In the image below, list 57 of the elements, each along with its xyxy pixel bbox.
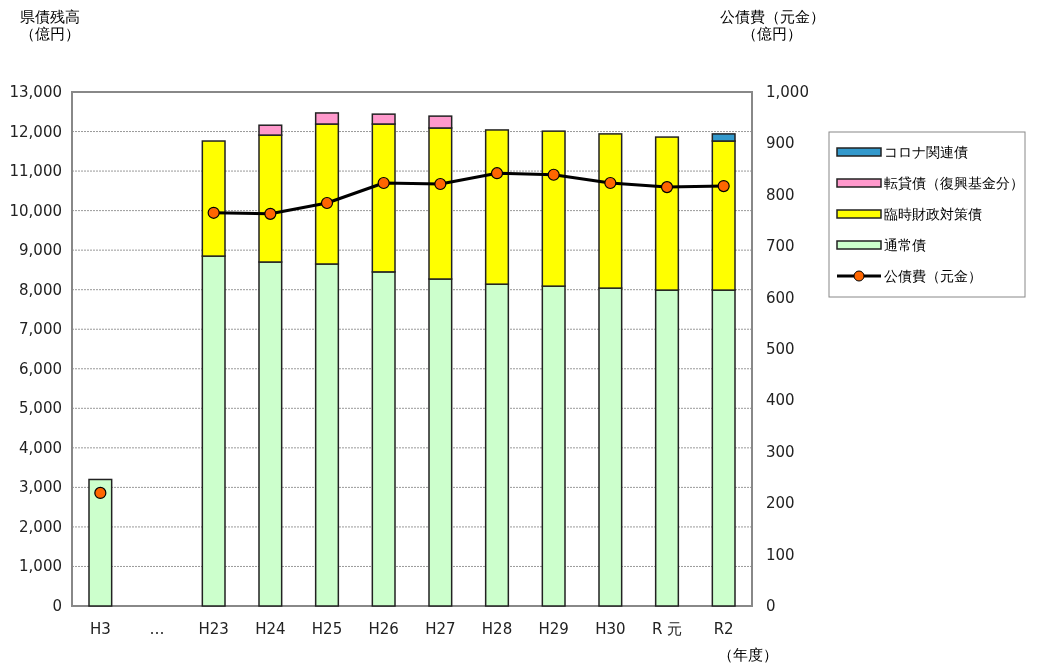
y2-tick-label: 0 xyxy=(766,597,776,615)
y2-tick-label: 600 xyxy=(766,288,795,307)
y2-tick-label: 1,000 xyxy=(766,83,809,101)
y2-axis-title: 公債費（元金）（億円） xyxy=(719,8,825,43)
point xyxy=(490,167,504,180)
x-axis-title: （年度） xyxy=(718,646,778,664)
legend-label: 通常債 xyxy=(884,237,926,253)
point xyxy=(434,177,447,191)
y-tick-label: 1,000 xyxy=(19,557,62,576)
x-tick-label: H25 xyxy=(311,620,343,638)
x-tick-label: H29 xyxy=(538,620,569,638)
y2-tick-label: 900 xyxy=(766,134,795,153)
y-tick-label: 0 xyxy=(52,597,62,615)
y2-tick-label: 300 xyxy=(766,442,795,461)
x-tick-label: H3 xyxy=(89,620,111,638)
y-tick-label: 5,000 xyxy=(19,399,62,418)
point xyxy=(604,176,617,190)
y-tick-label: 13,000 xyxy=(9,83,62,101)
legend-label: 臨時財政対策債 xyxy=(884,206,982,222)
y-tick-label: 2,000 xyxy=(19,517,62,536)
point xyxy=(207,206,220,219)
y-tick-label: 7,000 xyxy=(19,320,62,339)
y-tick-label: 9,000 xyxy=(19,241,62,260)
y-tick-label: 6,000 xyxy=(19,359,62,378)
y2-tick-label: 700 xyxy=(766,237,795,256)
x-tick-label: H27 xyxy=(425,620,456,638)
x-tick-label: H28 xyxy=(481,620,513,638)
point xyxy=(717,179,730,193)
bar xyxy=(88,478,113,607)
point xyxy=(377,176,390,190)
legend-label: 転貸債（復興基金分） xyxy=(884,175,1024,191)
y-tick-label: 11,000 xyxy=(9,162,62,181)
y2-tick-label: 800 xyxy=(766,185,795,204)
legend-label: コロナ関連債 xyxy=(884,144,968,160)
point xyxy=(264,207,277,220)
x-tick-label: H26 xyxy=(368,620,399,638)
y2-tick-label: 100 xyxy=(766,545,795,564)
point xyxy=(94,486,107,500)
legend-label: 公債費（元金） xyxy=(884,268,982,284)
y-tick-label: 3,000 xyxy=(19,478,62,497)
y-tick-label: 10,000 xyxy=(9,201,62,220)
point xyxy=(320,196,334,210)
x-tick-label: … xyxy=(149,620,165,638)
y2-tick-label: 500 xyxy=(766,340,795,358)
x-tick-label: H23 xyxy=(198,620,229,638)
x-tick-label: H30 xyxy=(595,620,626,638)
x-tick-label: R2 xyxy=(713,620,734,638)
point xyxy=(660,180,674,194)
y2-tick-label: 400 xyxy=(766,391,795,410)
y2-tick-label: 200 xyxy=(766,494,795,513)
x-tick-label: H24 xyxy=(255,620,286,638)
x-tick-label: R 元 xyxy=(651,620,683,638)
y-tick-label: 4,000 xyxy=(19,438,62,457)
y-axis-title: 県債残高（億円） xyxy=(20,8,80,43)
y-tick-label: 8,000 xyxy=(19,280,62,299)
point xyxy=(547,168,560,181)
y-tick-label: 12,000 xyxy=(9,122,62,141)
